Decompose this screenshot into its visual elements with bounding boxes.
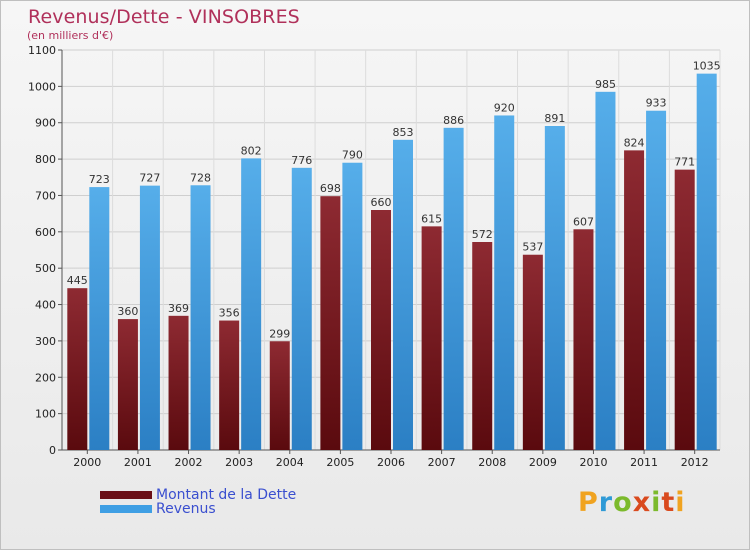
data-label-debt: 572 [472,228,493,241]
x-tick-label: 2006 [377,456,405,469]
data-label-debt: 824 [624,136,645,149]
bar-debt [320,196,341,450]
x-tick-label: 2003 [225,456,253,469]
data-label-debt: 360 [117,305,138,318]
y-tick-label: 300 [35,335,56,348]
bar-debt [573,229,594,450]
legend-item-debt: Montant de la Dette [100,487,296,503]
data-label-revenue: 886 [443,114,464,127]
y-tick-label: 1000 [28,80,56,93]
logo-letter: i [675,487,686,518]
y-tick-label: 600 [35,226,56,239]
x-tick-label: 2011 [630,456,658,469]
data-label-revenue: 727 [139,172,160,185]
legend-swatch-revenue [100,505,152,513]
bar-debt [522,254,543,450]
data-label-revenue: 933 [646,97,667,110]
logo-letter: o [613,487,633,518]
y-tick-label: 700 [35,189,56,202]
y-tick-label: 100 [35,408,56,421]
y-tick-label: 1100 [28,44,56,57]
data-label-revenue: 853 [393,126,414,139]
y-tick-label: 0 [49,444,56,457]
bar-debt [371,210,391,450]
x-tick-label: 2012 [681,456,709,469]
x-tick-label: 2004 [276,456,304,469]
legend-label-revenue: Revenus [156,501,216,517]
data-label-revenue: 776 [291,154,312,167]
chart-title: Revenus/Dette - VINSOBRES [28,6,300,28]
x-tick-label: 2007 [428,456,456,469]
bar-debt [67,288,88,450]
logo-letter: x [632,487,652,518]
bar-revenue [291,167,312,450]
legend-swatch-debt [100,491,152,499]
x-tick-label: 2001 [124,456,152,469]
logo-letter: i [651,487,662,518]
x-tick-label: 2009 [529,456,557,469]
bar-debt [624,150,645,450]
bar-revenue [595,91,616,451]
bar-debt [421,226,442,450]
data-label-debt: 299 [269,327,290,340]
bar-debt [117,319,138,450]
x-tick-label: 2002 [175,456,203,469]
x-tick-label: 2005 [326,456,354,469]
data-label-debt: 356 [219,307,240,320]
data-label-debt: 537 [522,241,543,254]
bar-revenue [494,115,515,451]
logo-letter: r [598,487,614,518]
bar-debt [168,315,189,450]
bar-debt [472,242,493,450]
bar-revenue [646,110,667,451]
data-label-debt: 660 [371,196,392,209]
data-label-revenue: 790 [342,149,363,162]
data-label-debt: 445 [67,274,88,287]
proxiti-logo: Proxiti [578,487,686,518]
data-label-revenue: 920 [494,101,515,114]
y-tick-label: 200 [35,371,56,384]
data-label-revenue: 723 [89,173,110,186]
x-tick-label: 2010 [579,456,607,469]
x-tick-label: 2008 [478,456,506,469]
bar-revenue [89,187,110,450]
y-tick-label: 400 [35,299,56,312]
data-label-revenue: 802 [241,144,262,157]
y-tick-label: 500 [35,262,56,275]
bar-revenue [190,185,211,451]
bar-debt [219,320,240,450]
data-label-revenue: 891 [544,112,565,125]
data-label-debt: 607 [573,215,594,228]
bar-revenue [696,73,717,451]
bar-revenue [393,139,413,450]
data-label-revenue: 1035 [693,60,721,73]
bar-revenue [544,126,565,450]
data-label-debt: 615 [421,212,442,225]
data-label-revenue: 985 [595,78,616,91]
logo-letter: P [578,487,599,518]
bar-revenue [139,185,160,451]
logo-letter: t [661,487,676,518]
data-label-debt: 369 [168,302,189,315]
chart-subtitle: (en milliers d'€) [27,29,114,42]
bar-debt [674,169,695,451]
bar-revenue [443,127,464,451]
y-tick-label: 900 [35,117,56,130]
data-label-debt: 698 [320,182,341,195]
legend-label-debt: Montant de la Dette [156,487,297,503]
data-label-debt: 771 [674,156,695,169]
data-label-revenue: 728 [190,171,211,184]
bar-revenue [241,158,262,450]
bar-revenue [342,162,363,450]
legend-item-revenue: Revenus [100,501,216,517]
bar-debt [269,341,290,450]
x-tick-label: 2000 [73,456,101,469]
y-tick-label: 800 [35,153,56,166]
